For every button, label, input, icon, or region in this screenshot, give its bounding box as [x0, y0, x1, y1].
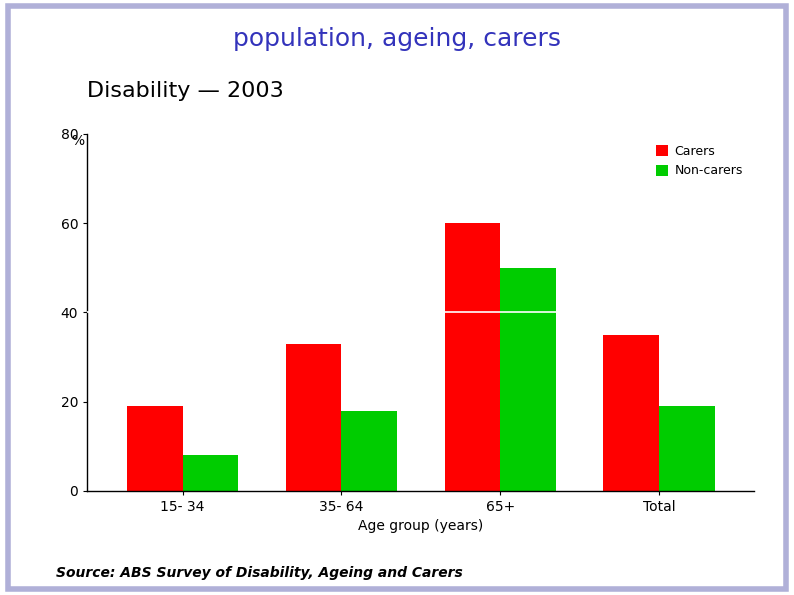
Text: Disability — 2003: Disability — 2003 [87, 81, 284, 101]
Bar [341, 411, 397, 491]
Bar [603, 334, 659, 491]
Bar [445, 223, 500, 491]
Text: %: % [71, 134, 85, 148]
Bar [286, 344, 341, 491]
Bar [659, 406, 715, 491]
Text: population, ageing, carers: population, ageing, carers [233, 27, 561, 51]
Bar [183, 455, 238, 491]
Bar [500, 268, 556, 491]
Legend: Carers, Non-carers: Carers, Non-carers [651, 140, 748, 183]
Bar [127, 406, 183, 491]
X-axis label: Age group (years): Age group (years) [358, 519, 484, 534]
Text: Source: ABS Survey of Disability, Ageing and Carers: Source: ABS Survey of Disability, Ageing… [56, 566, 462, 580]
